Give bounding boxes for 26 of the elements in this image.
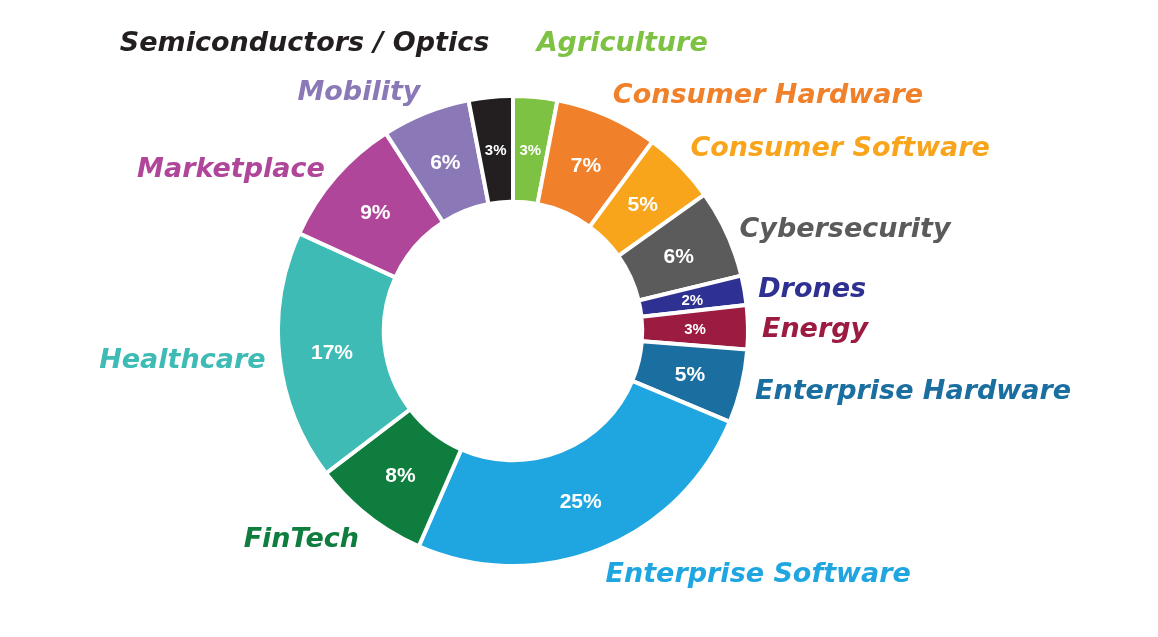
slice-label: Cybersecurity: [739, 212, 952, 244]
slice-label: Healthcare: [99, 343, 266, 375]
slice-label: Enterprise Hardware: [754, 374, 1072, 406]
data-label: 3%: [684, 319, 706, 337]
data-label: 17%: [310, 339, 354, 363]
slice-label: FinTech: [243, 521, 360, 553]
data-label: 7%: [570, 152, 602, 176]
data-label: 25%: [559, 488, 603, 512]
slice-label: Consumer Hardware: [612, 77, 924, 109]
slice-label: Consumer Software: [690, 131, 990, 163]
data-label: 9%: [360, 200, 391, 224]
data-label: 6%: [430, 150, 461, 174]
slice-label: Drones: [758, 272, 867, 304]
data-label: 3%: [484, 141, 507, 159]
slice-label: Mobility: [297, 74, 422, 106]
data-label: 5%: [627, 191, 659, 215]
data-label: 8%: [385, 462, 416, 486]
slice-label: Enterprise Software: [605, 557, 911, 589]
data-label: 5%: [674, 362, 706, 386]
slice-label: Agriculture: [534, 26, 708, 58]
data-label: 3%: [519, 141, 542, 159]
slice-label: Semiconductors / Optics: [119, 26, 490, 58]
data-label: 6%: [663, 243, 695, 267]
slice-label: Energy: [761, 311, 870, 343]
slice-label: Marketplace: [137, 152, 325, 184]
data-label: 2%: [681, 290, 704, 308]
